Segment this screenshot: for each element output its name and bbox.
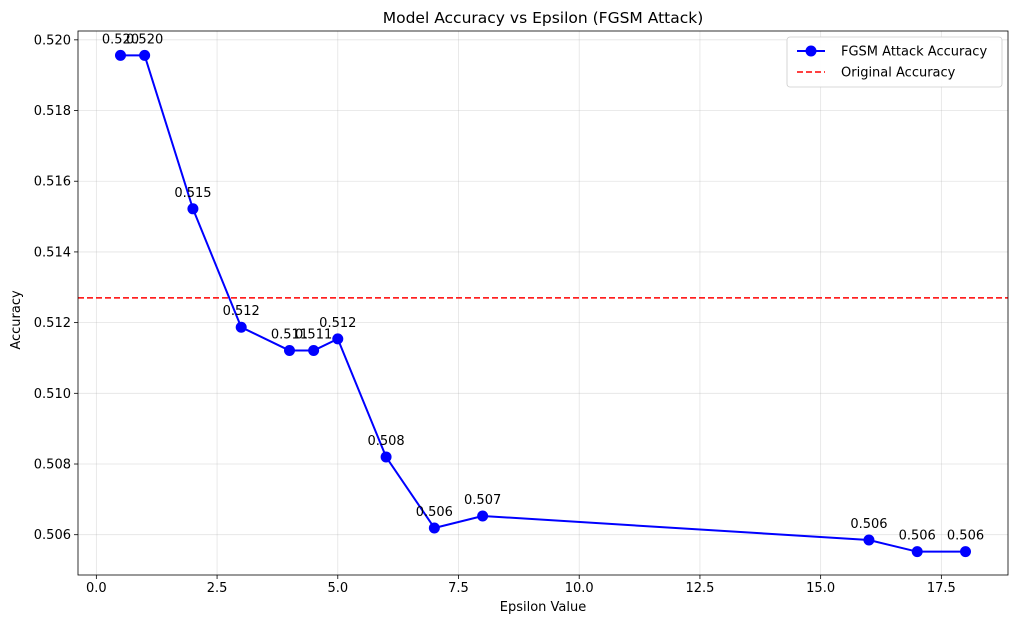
data-labels: 0.5200.5200.5150.5120.5110.5110.5120.508…	[102, 32, 984, 543]
x-tick-label: 12.5	[685, 581, 714, 596]
data-point-label: 0.506	[416, 505, 453, 520]
x-tick-label: 7.5	[448, 581, 469, 596]
fgsm-data-point	[235, 321, 247, 333]
data-point-label: 0.507	[464, 493, 501, 508]
y-axis-label: Accuracy	[9, 290, 24, 350]
fgsm-data-point	[863, 534, 875, 546]
data-point-label: 0.506	[850, 517, 887, 532]
data-series	[114, 49, 972, 558]
y-tick-label: 0.510	[34, 387, 71, 402]
fgsm-data-point	[114, 49, 126, 61]
fgsm-data-point	[911, 546, 923, 558]
x-tick-label: 5.0	[327, 581, 348, 596]
legend-box	[786, 36, 1003, 88]
legend: FGSM Attack Accuracy Original Accuracy	[786, 36, 1003, 88]
data-point-label: 0.512	[223, 304, 260, 319]
fgsm-data-point	[139, 49, 151, 61]
y-tick-label: 0.512	[34, 316, 71, 331]
y-tick-label: 0.518	[34, 104, 71, 119]
fgsm-data-point	[332, 333, 344, 345]
x-tick-label: 2.5	[207, 581, 228, 596]
plot-frame	[77, 30, 1009, 576]
fgsm-data-point	[960, 546, 972, 558]
grid	[78, 31, 1008, 575]
data-point-label: 0.511	[271, 328, 308, 343]
fgsm-data-point	[283, 345, 295, 357]
y-tick-label: 0.508	[34, 458, 71, 473]
data-point-label: 0.520	[126, 32, 163, 47]
fgsm-data-point	[477, 510, 489, 522]
fgsm-data-point	[380, 451, 392, 463]
x-tick-label: 15.0	[806, 581, 835, 596]
x-tick-label: 17.5	[927, 581, 956, 596]
fgsm-data-point	[187, 203, 199, 215]
fgsm-data-point	[308, 345, 320, 357]
legend-label-original: Original Accuracy	[841, 66, 956, 81]
legend-marker-fgsm	[805, 45, 817, 57]
legend-label-fgsm: FGSM Attack Accuracy	[841, 45, 987, 60]
y-tick-label: 0.514	[34, 245, 71, 260]
data-point-label: 0.512	[319, 316, 356, 331]
axis-ticks: 0.0 2.5 5.0 7.5 10.0 12.5 15.0 17.5 0.506 0.508 0.…	[34, 33, 956, 596]
fgsm-data-point	[428, 522, 440, 534]
data-point-label: 0.515	[174, 186, 211, 201]
chart-title: Model Accuracy vs Epsilon (FGSM Attack)	[383, 9, 704, 27]
data-point-label: 0.511	[295, 328, 332, 343]
data-point-label: 0.520	[102, 32, 139, 47]
y-tick-label: 0.520	[34, 33, 71, 48]
x-tick-label: 10.0	[565, 581, 594, 596]
x-tick-label: 0.0	[86, 581, 107, 596]
data-point-label: 0.506	[947, 529, 984, 544]
y-tick-label: 0.506	[34, 528, 71, 543]
y-tick-label: 0.516	[34, 175, 71, 190]
data-point-label: 0.506	[899, 529, 936, 544]
data-point-label: 0.508	[367, 434, 404, 449]
x-axis-label: Epsilon Value	[500, 600, 587, 615]
